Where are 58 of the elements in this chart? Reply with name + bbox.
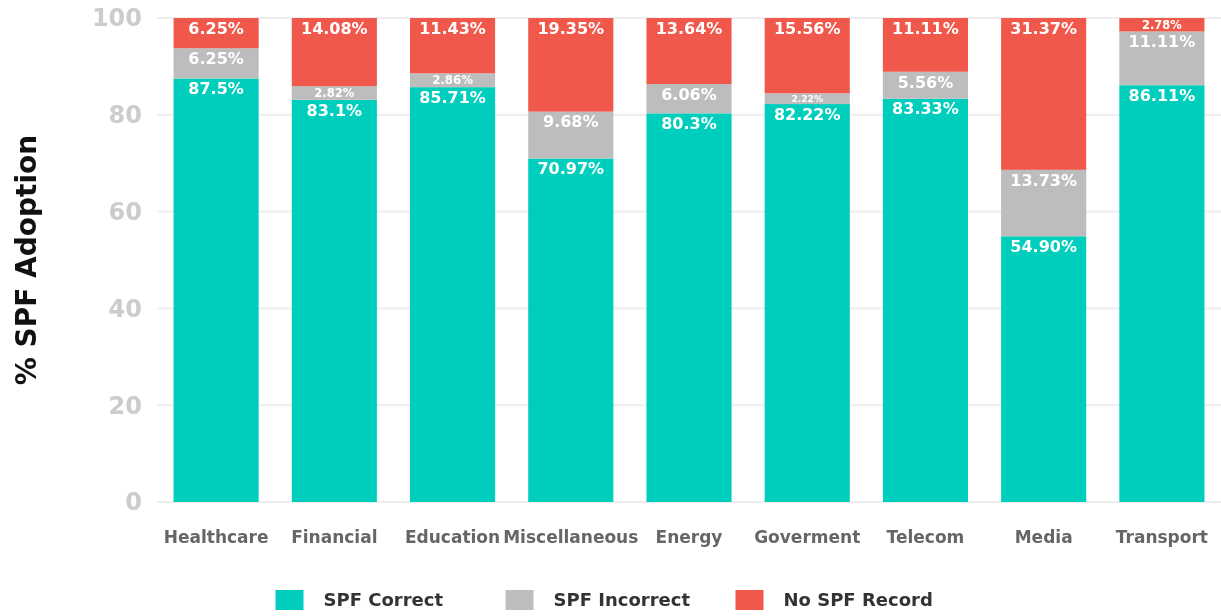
- legend-label: No SPF Record: [783, 589, 933, 611]
- bar: [291, 99, 377, 502]
- data-label: 6.25%: [188, 49, 244, 69]
- bar: [291, 18, 377, 87]
- legend-label: SPF Incorrect: [553, 589, 691, 611]
- bar: [410, 87, 496, 502]
- x-tick-label: Goverment: [754, 527, 861, 547]
- data-label: 2.22%: [791, 93, 824, 104]
- data-label: 15.56%: [773, 18, 841, 38]
- bar: [173, 78, 259, 502]
- data-label: 11.11%: [892, 18, 959, 38]
- data-label: 9.68%: [543, 112, 599, 132]
- data-label: 13.73%: [1010, 170, 1077, 190]
- bar: [646, 113, 732, 502]
- data-label: 6.06%: [661, 84, 717, 104]
- data-label: 14.08%: [301, 18, 368, 38]
- data-label: 2.86%: [432, 73, 474, 88]
- data-label: 31.37%: [1010, 18, 1077, 38]
- data-label: 19.35%: [537, 18, 605, 38]
- bar: [1001, 169, 1087, 237]
- bar: [764, 18, 850, 94]
- data-label: 2.78%: [1142, 17, 1183, 32]
- bar: [528, 158, 614, 502]
- x-tick-label: Energy: [655, 527, 723, 547]
- bar: [764, 104, 850, 502]
- bar: [646, 18, 732, 85]
- bar: [1001, 18, 1087, 170]
- bar: [1119, 31, 1205, 86]
- data-label: 87.5%: [188, 79, 244, 99]
- data-label: 11.11%: [1128, 32, 1196, 52]
- data-label: 83.1%: [306, 100, 363, 120]
- bar: [410, 18, 496, 74]
- data-label: 86.11%: [1128, 85, 1196, 105]
- y-axis-title: % SPF Adoption: [10, 134, 43, 386]
- data-label: 5.56%: [897, 72, 954, 92]
- data-label: 2.82%: [314, 86, 355, 101]
- x-tick-label: Financial: [291, 527, 378, 547]
- data-label: 13.64%: [655, 18, 723, 38]
- data-label: 83.33%: [892, 99, 959, 119]
- data-label: 54.90%: [1010, 237, 1077, 257]
- data-label: 80.3%: [661, 114, 717, 134]
- bar: [882, 18, 968, 72]
- x-tick-label: Miscellaneous: [503, 527, 639, 547]
- data-label: 85.71%: [419, 87, 486, 107]
- x-tick-label: Healthcare: [163, 527, 269, 547]
- data-label: 70.97%: [537, 159, 605, 179]
- x-tick-label: Transport: [1115, 527, 1208, 547]
- bar: [1001, 236, 1087, 502]
- data-label: 82.22%: [773, 104, 841, 124]
- x-tick-label: Telecom: [886, 527, 965, 547]
- bar: [1119, 85, 1205, 502]
- x-tick-label: Media: [1014, 527, 1073, 547]
- bar: [882, 98, 968, 502]
- legend-label: SPF Correct: [323, 589, 444, 611]
- data-label: 6.25%: [188, 18, 244, 38]
- x-tick-label: Education: [404, 527, 501, 547]
- bar: [528, 18, 614, 112]
- data-label: 11.43%: [419, 18, 486, 38]
